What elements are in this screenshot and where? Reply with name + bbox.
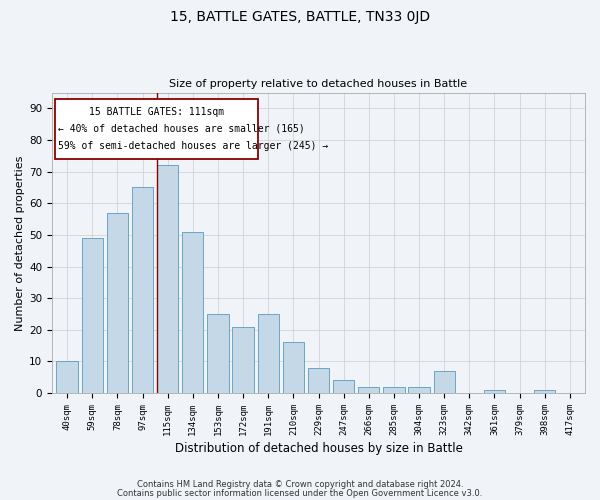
Bar <box>283 342 304 393</box>
Bar <box>182 232 203 393</box>
Bar <box>232 326 254 393</box>
Bar <box>484 390 505 393</box>
Bar <box>308 368 329 393</box>
Text: Contains HM Land Registry data © Crown copyright and database right 2024.: Contains HM Land Registry data © Crown c… <box>137 480 463 489</box>
Bar <box>434 371 455 393</box>
FancyBboxPatch shape <box>55 99 258 159</box>
Bar <box>82 238 103 393</box>
Bar <box>383 387 404 393</box>
Bar <box>56 362 78 393</box>
Bar <box>358 387 379 393</box>
Bar <box>107 213 128 393</box>
Text: 15 BATTLE GATES: 111sqm: 15 BATTLE GATES: 111sqm <box>89 106 224 117</box>
Bar <box>333 380 355 393</box>
Bar <box>157 166 178 393</box>
Bar <box>409 387 430 393</box>
Text: Contains public sector information licensed under the Open Government Licence v3: Contains public sector information licen… <box>118 490 482 498</box>
Title: Size of property relative to detached houses in Battle: Size of property relative to detached ho… <box>169 79 467 89</box>
Bar <box>534 390 556 393</box>
Bar <box>132 188 153 393</box>
Bar <box>257 314 279 393</box>
Bar <box>207 314 229 393</box>
Y-axis label: Number of detached properties: Number of detached properties <box>15 155 25 330</box>
Text: 59% of semi-detached houses are larger (245) →: 59% of semi-detached houses are larger (… <box>58 142 329 152</box>
X-axis label: Distribution of detached houses by size in Battle: Distribution of detached houses by size … <box>175 442 463 455</box>
Text: 15, BATTLE GATES, BATTLE, TN33 0JD: 15, BATTLE GATES, BATTLE, TN33 0JD <box>170 10 430 24</box>
Text: ← 40% of detached houses are smaller (165): ← 40% of detached houses are smaller (16… <box>58 124 305 134</box>
